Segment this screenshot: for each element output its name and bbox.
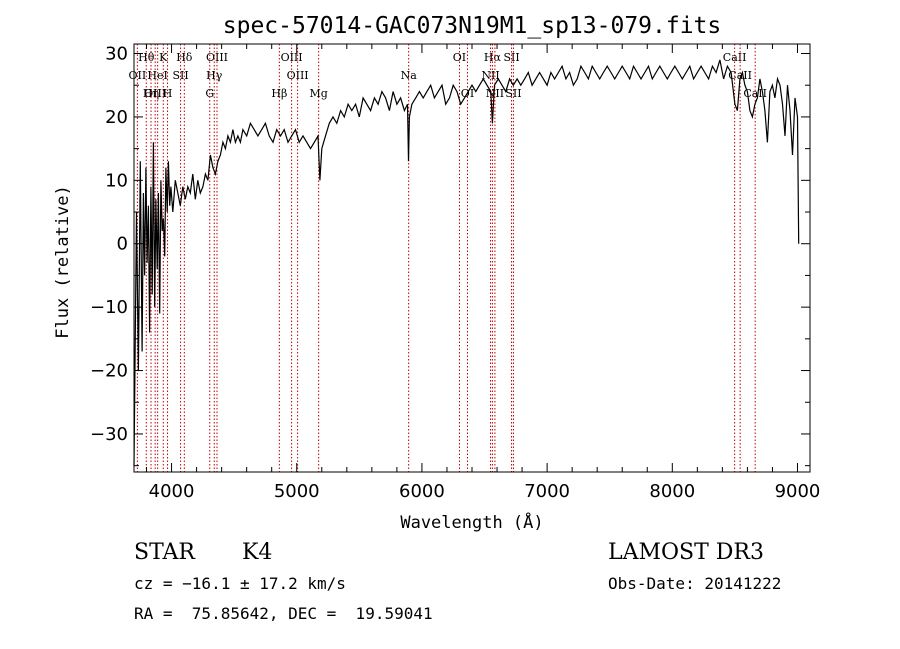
spectral-line-label: SII (505, 87, 521, 100)
x-tick-label: 6000 (399, 481, 445, 502)
redshift-readout: cz = −16.1 ± 17.2 km/s (134, 574, 346, 593)
spectral-line-label: OI (453, 51, 466, 64)
y-axis-label: Flux (relative) (53, 185, 73, 339)
x-tick-label: 5000 (274, 481, 320, 502)
y-tick-label: −20 (90, 361, 128, 382)
spectral-line-label: OIII (206, 51, 228, 64)
spectral-line-label: H (163, 87, 173, 100)
y-axis-ticks: −30 −20 −10 0 10 20 30 (90, 44, 810, 467)
y-tick-label: −30 (90, 424, 128, 445)
y-tick-label: 10 (105, 170, 128, 191)
spectral-line-label: OIII (281, 51, 303, 64)
x-axis-label: Wavelength (Å) (400, 511, 543, 533)
spectral-line-label: SII (503, 51, 519, 64)
spectral-line-label: Hη (143, 87, 159, 100)
y-tick-label: −10 (90, 297, 128, 318)
spectral-line-label: CaII (723, 51, 747, 64)
spectral-line-label: Na (401, 69, 418, 82)
spectral-line-label: CaII (743, 87, 767, 100)
x-tick-label: 8000 (649, 481, 695, 502)
spectral-line-label: NII (486, 87, 504, 100)
x-tick-label: 9000 (775, 481, 821, 502)
spectral-line-label: OIII (144, 87, 166, 100)
spectrum-line (133, 59, 800, 466)
spectral-line-label: Hγ (206, 69, 223, 82)
spectral-line-label: HeI (147, 69, 167, 82)
spectral-line-label: SII (172, 69, 188, 82)
spectral-line-label: K (159, 51, 168, 64)
spectral-line-label: G (205, 87, 214, 100)
x-tick-label: 4000 (149, 481, 195, 502)
spectral-line-label: OII (129, 69, 147, 82)
spectral-line-label: OIII (287, 69, 309, 82)
plot-frame (133, 43, 811, 473)
chart-title: spec-57014-GAC073N19M1_sp13-079.fits (223, 13, 722, 39)
survey-name: LAMOST DR3 (608, 540, 764, 565)
obs-date-readout: Obs-Date: 20141222 (608, 574, 782, 593)
spectral-line-label: CaII (728, 69, 752, 82)
coordinates-readout: RA = 75.85642, DEC = 19.59041 (134, 604, 433, 623)
spectral-line-label: Hβ (271, 87, 287, 100)
spectral-line-label: Hα (484, 51, 502, 64)
spectrum-series (133, 59, 800, 466)
object-subclass: K4 (242, 540, 273, 565)
object-class: STAR (134, 540, 195, 565)
spectral-line-label: Mg (309, 87, 327, 100)
x-tick-label: 7000 (524, 481, 570, 502)
x-axis-ticks: 4000 5000 6000 7000 8000 9000 (146, 44, 821, 502)
spectral-line-label: Hθ (138, 51, 155, 64)
spectral-line-label: Hδ (176, 51, 193, 64)
y-tick-label: 20 (105, 107, 128, 128)
y-tick-label: 0 (117, 234, 128, 255)
y-tick-label: 30 (105, 44, 128, 65)
